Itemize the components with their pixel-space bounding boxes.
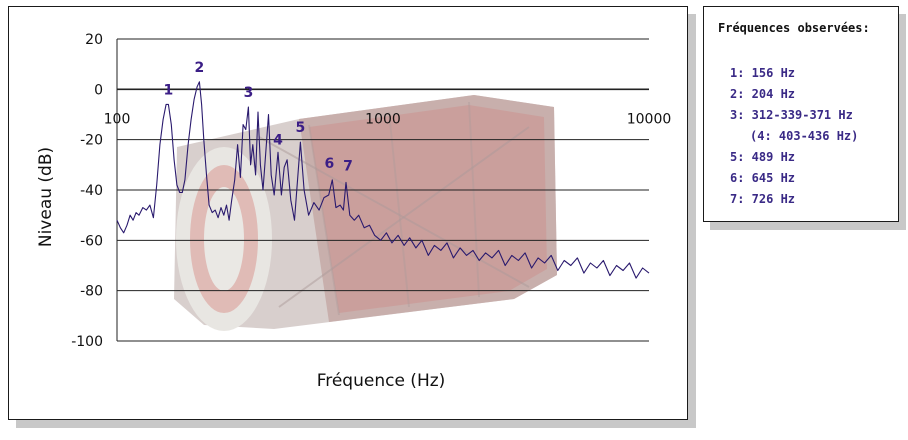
y-tick-label: -40 bbox=[80, 183, 103, 199]
spectrum-line bbox=[116, 81, 650, 279]
legend-item: 1: 156 Hz bbox=[730, 66, 796, 80]
x-tick-label: 100 bbox=[104, 111, 131, 127]
y-tick-label: -20 bbox=[80, 133, 103, 149]
drum-photo bbox=[174, 95, 557, 331]
peak-label: 1 bbox=[163, 82, 173, 98]
series-layer bbox=[116, 81, 650, 279]
y-tick-label: 0 bbox=[94, 82, 103, 98]
y-tick-label: 20 bbox=[85, 32, 103, 48]
peak-label: 5 bbox=[295, 120, 305, 136]
legend-item: 3: 312-339-371 Hz bbox=[730, 108, 853, 122]
legend-item: 5: 489 Hz bbox=[730, 150, 796, 164]
legend-item: 6: 645 Hz bbox=[730, 171, 796, 185]
legend-panel: Fréquences observées: 1: 156 Hz 2: 204 H… bbox=[703, 6, 899, 222]
x-tick-label: 10000 bbox=[627, 111, 672, 127]
peak-label: 3 bbox=[244, 85, 254, 101]
x-tick-label: 1000 bbox=[365, 111, 401, 127]
legend-title: Fréquences observées: bbox=[718, 21, 870, 35]
peak-label: 4 bbox=[273, 132, 283, 148]
x-axis-label: Fréquence (Hz) bbox=[317, 371, 446, 391]
legend-item: 7: 726 Hz bbox=[730, 192, 796, 206]
legend-item: 2: 204 Hz bbox=[730, 87, 796, 101]
legend-item: (4: 403-436 Hz) bbox=[750, 129, 859, 143]
peak-label: 2 bbox=[194, 60, 204, 76]
peak-label: 7 bbox=[343, 158, 353, 174]
y-tick-label: -100 bbox=[71, 334, 103, 350]
grid bbox=[116, 38, 649, 342]
peak-label: 6 bbox=[324, 156, 334, 172]
x-tick-labels: 100 1000 10000 bbox=[104, 111, 672, 127]
y-tick-label: -60 bbox=[80, 233, 103, 249]
y-tick-labels: 20 0 -20 -40 -60 -80 -100 bbox=[71, 32, 103, 350]
y-tick-label: -80 bbox=[80, 284, 103, 300]
legend-list: 1: 156 Hz 2: 204 Hz 3: 312-339-371 Hz (4… bbox=[730, 63, 858, 210]
y-axis-label: Niveau (dB) bbox=[36, 147, 56, 247]
